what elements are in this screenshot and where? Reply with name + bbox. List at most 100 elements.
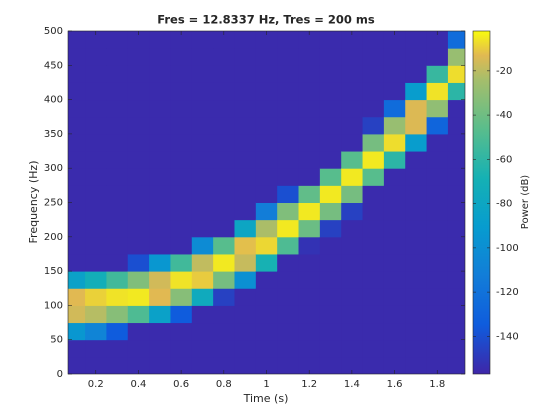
heatmap-cell [85,133,107,152]
heatmap-cell [170,168,193,186]
heatmap-cell [191,202,214,221]
heatmap-cell [341,116,364,135]
heatmap-cell [319,356,342,374]
heatmap-cell [170,116,193,135]
heatmap-cell [213,185,235,203]
heatmap-cell [405,271,428,289]
heatmap-cell [405,99,428,118]
heatmap-cell [213,48,235,66]
heatmap-cell [191,133,214,152]
heatmap-cell [341,82,364,101]
heatmap-cell [68,339,86,358]
heatmap-cell [426,322,449,341]
heatmap-cell [447,133,465,152]
heatmap-cell [255,82,278,101]
heatmap-cell [106,305,129,324]
heatmap-cell [405,168,428,186]
heatmap-cell [213,271,235,289]
heatmap-cell [277,253,300,272]
heatmap-cell [106,168,129,186]
heatmap-cell [106,339,129,358]
heatmap-cell [405,219,428,238]
heatmap-cell [383,236,406,255]
heatmap-cell [68,48,86,66]
colorbar-tick-label: -80 [496,199,512,210]
heatmap-cell [319,48,342,66]
heatmap-cell [277,48,300,66]
heatmap-cell [127,288,150,306]
colorbar-tick-label: -60 [496,154,512,165]
heatmap-cell [298,151,321,169]
heatmap-cell [255,116,278,135]
heatmap-cell [255,288,278,306]
heatmap-cell [298,339,321,358]
heatmap-cell [341,202,364,221]
heatmap-cell [447,219,465,238]
heatmap-cell [85,65,107,83]
heatmap-cell [170,236,193,255]
heatmap-cell [255,31,278,49]
heatmap-cell [106,271,129,289]
heatmap-cell [213,116,235,135]
heatmap-cell [319,116,342,135]
heatmap-cell [106,288,129,306]
heatmap-cell [341,219,364,238]
heatmap-cell [234,339,257,358]
heatmap-cell [106,219,129,238]
heatmap-cell [341,236,364,255]
heatmap-cell [341,253,364,272]
y-tick-label: 300 [44,163,63,174]
heatmap-cell [447,31,465,49]
heatmap-cell [191,356,214,374]
heatmap-cell [85,168,107,186]
heatmap-cell [85,253,107,272]
heatmap-cell [68,253,86,272]
heatmap-cell [447,271,465,289]
heatmap-cell [362,151,385,169]
heatmap-cell [68,185,86,203]
heatmap-cell [298,116,321,135]
heatmap-cell [405,116,428,135]
heatmap-cell [447,356,465,374]
x-tick-label: 1.4 [344,379,360,390]
heatmap-cell [383,253,406,272]
heatmap-cell [341,99,364,118]
y-axis-label: Frequency (Hz) [27,161,40,244]
heatmap-cell [277,219,300,238]
heatmap-cell [106,82,129,101]
heatmap-cell [85,356,107,374]
heatmap-cell [127,322,150,341]
heatmap-cell [213,31,235,49]
heatmap-cell [405,288,428,306]
heatmap-cell [234,133,257,152]
heatmap-cell [106,31,129,49]
heatmap-cell [106,48,129,66]
heatmap-cell [255,236,278,255]
heatmap-cell [127,236,150,255]
heatmap-cell [255,185,278,203]
y-tick-label: 350 [44,129,63,140]
heatmap-cell [106,322,129,341]
heatmap-cell [85,151,107,169]
heatmap-cell [213,322,235,341]
heatmap-cell [447,168,465,186]
heatmap-cell [277,151,300,169]
heatmap-cell [234,219,257,238]
x-tick-label: 0.6 [173,379,189,390]
heatmap-cell [405,82,428,101]
heatmap-cell [319,133,342,152]
heatmap-cell [447,236,465,255]
heatmap-cell [170,219,193,238]
heatmap-cell [127,168,150,186]
heatmap-cell [127,48,150,66]
heatmap-cell [383,288,406,306]
heatmap-cell [298,202,321,221]
heatmap-cell [255,271,278,289]
colorbar-label: Power (dB) [520,175,531,230]
heatmap-cell [68,356,86,374]
heatmap-cell [383,185,406,203]
heatmap-cell [383,339,406,358]
heatmap-cell [298,48,321,66]
heatmap-cell [277,65,300,83]
